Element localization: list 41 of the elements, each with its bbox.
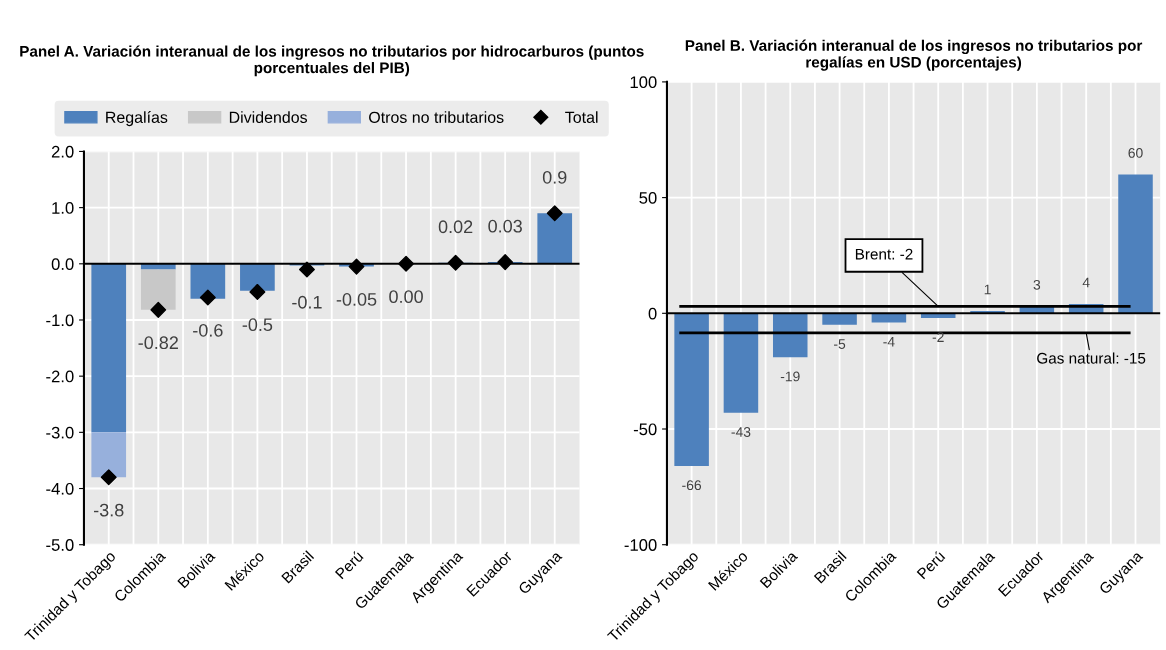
data-label: -0.6 <box>193 323 223 337</box>
annotation: Gas natural: -15 <box>1037 352 1146 364</box>
chart-title: Panel B. Variación interanual de los ingresos no tributarios por regalías en USD (porcentajes) <box>685 39 1143 71</box>
y-tick-label: 50 <box>639 192 657 204</box>
y-tick-label: -1.0 <box>46 314 74 327</box>
data-label: -66 <box>682 480 702 491</box>
data-label: -0.1 <box>292 295 322 309</box>
legend-label: Total <box>565 111 598 123</box>
y-tick-label: 0 <box>648 307 657 320</box>
y-tick-label: 1.0 <box>52 202 74 214</box>
data-label: -0.05 <box>336 293 377 306</box>
data-label: 4 <box>1082 277 1090 288</box>
legend-label: Dividendos <box>229 111 308 123</box>
y-tick-label: -50 <box>633 423 657 436</box>
chart-title: Panel A. Variación interanual de los ingresos no tributarios por hidrocarburos (puntos porcentuales del PIB) <box>20 45 644 77</box>
legend-label: Otros no tributarios <box>369 111 504 123</box>
legend-label: Regalías <box>106 111 168 127</box>
data-label: 0.02 <box>438 220 473 234</box>
y-tick-label: -100 <box>624 539 657 551</box>
data-label: 1 <box>984 284 991 295</box>
data-label: -0.82 <box>138 336 178 350</box>
data-label: 3 <box>1033 279 1041 290</box>
y-tick-label: -2.0 <box>46 370 74 383</box>
data-label: -5 <box>834 339 846 349</box>
data-label: -2 <box>932 332 944 342</box>
y-tick-label: -3.0 <box>46 426 74 439</box>
annotation: Brent: -2 <box>855 248 913 260</box>
data-label: -4 <box>883 336 895 347</box>
y-tick-label: 0.0 <box>51 258 74 271</box>
data-label: -43 <box>731 427 751 437</box>
y-tick-label: 2.0 <box>51 145 74 158</box>
data-label: -0.5 <box>242 318 273 332</box>
data-label: 60 <box>1128 148 1143 158</box>
y-tick-label: -4.0 <box>46 482 74 495</box>
y-tick-label: -5.0 <box>46 539 74 551</box>
data-label: 0.03 <box>488 219 522 233</box>
data-label: 0.00 <box>389 290 423 304</box>
data-label: 0.9 <box>542 170 567 184</box>
data-label: -3.8 <box>93 503 124 517</box>
y-tick-label: 100 <box>630 76 657 89</box>
data-label: -19 <box>780 371 800 382</box>
